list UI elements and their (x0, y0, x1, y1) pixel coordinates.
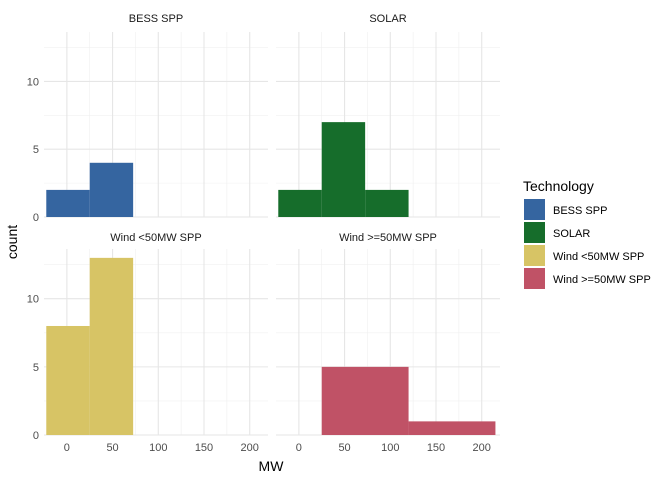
y-tick-label: 5 (33, 362, 39, 374)
histogram-bar (46, 325, 90, 435)
y-tick-label: 0 (33, 212, 39, 224)
facet-title: SOLAR (369, 13, 406, 25)
histogram-bar (278, 189, 322, 217)
legend-key (524, 245, 545, 266)
x-tick-label: 50 (106, 442, 118, 454)
x-tick-label: 0 (64, 442, 70, 454)
histogram-bar (89, 257, 134, 435)
facet-panel: BESS SPP 0 5 10 (27, 13, 268, 224)
x-tick-label: 150 (427, 442, 445, 454)
facet-panel: SOLAR (276, 13, 500, 218)
x-tick-label: 50 (338, 442, 350, 454)
histogram-bar (408, 421, 496, 435)
facet-title: BESS SPP (129, 13, 183, 25)
legend-label: SOLAR (553, 228, 590, 240)
y-axis-title: count (4, 225, 20, 259)
y-tick-label: 5 (33, 144, 39, 156)
x-tick-label: 200 (473, 442, 491, 454)
y-tick-label: 10 (27, 76, 39, 88)
legend-key (524, 199, 545, 220)
facet-title: Wind <50MW SPP (110, 232, 201, 244)
y-tick-label: 10 (27, 294, 39, 306)
legend-title: Technology (523, 178, 594, 194)
legend-key (524, 268, 545, 289)
facet-panel: Wind >=50MW SPP 0 50 100 150 200 (276, 232, 500, 454)
legend-label: BESS SPP (553, 205, 607, 217)
x-tick-label: 0 (296, 442, 302, 454)
legend-label: Wind <50MW SPP (553, 251, 644, 263)
histogram-bar (321, 122, 366, 217)
x-tick-label: 150 (195, 442, 213, 454)
facet-title: Wind >=50MW SPP (339, 232, 437, 244)
histogram-bar (321, 366, 409, 435)
x-axis-title: MW (259, 458, 285, 474)
legend-label: Wind >=50MW SPP (553, 274, 651, 286)
x-tick-label: 200 (241, 442, 259, 454)
legend-key (524, 222, 545, 243)
histogram-bar (89, 162, 134, 217)
y-tick-label: 0 (33, 430, 39, 442)
histogram-bar (46, 189, 90, 217)
histogram-bar (365, 189, 409, 217)
x-tick-label: 100 (149, 442, 167, 454)
legend: Technology BESS SPP SOLAR Wind <50MW SPP Wi… (523, 178, 651, 289)
x-tick-label: 100 (381, 442, 399, 454)
